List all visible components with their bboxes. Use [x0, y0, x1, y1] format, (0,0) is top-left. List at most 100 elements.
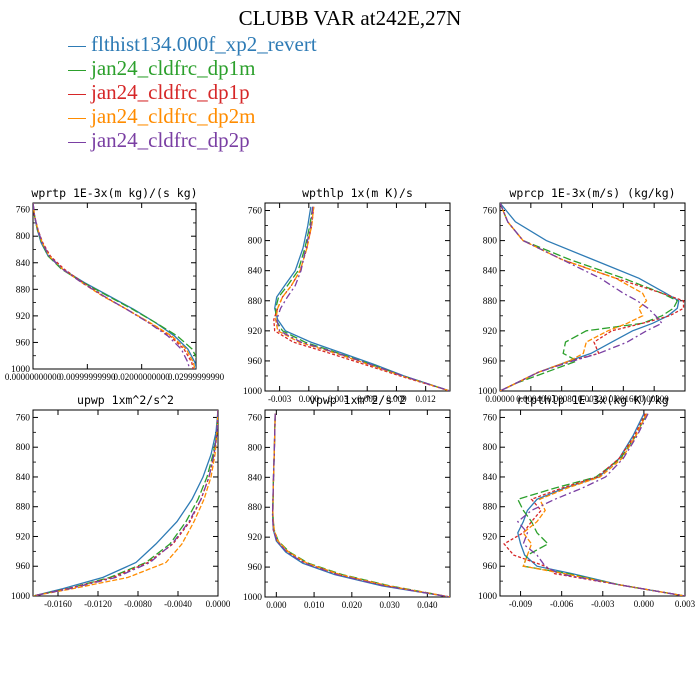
xtick-label: 0.00000000000	[5, 372, 62, 382]
series-line-3	[500, 203, 648, 391]
xtick-label: 0.000	[299, 394, 320, 404]
ytick-label: 920	[483, 532, 498, 542]
series-line-4	[33, 203, 191, 369]
series-line-2	[271, 413, 450, 597]
series-line-4	[33, 410, 218, 596]
ytick-label: 1000	[243, 387, 262, 397]
xtick-label: 0.012	[416, 394, 436, 404]
legend-swatch	[68, 69, 86, 71]
series-line-0	[500, 203, 680, 391]
xtick-label: -0.009	[509, 599, 533, 609]
legend-item-1: jan24_cldfrc_dp1m	[68, 56, 255, 81]
xtick-label: 0.040	[417, 600, 438, 610]
chart-title: CLUBB VAR at242E,27N	[238, 6, 462, 30]
panel-3: upwp 1xm^2/s^2 760 800 840 880 920 960 1000 -0.0…	[11, 393, 231, 609]
series-line-2	[503, 413, 685, 596]
xtick-label: 0.000	[266, 600, 287, 610]
ytick-label: 960	[16, 338, 31, 348]
ytick-label: 880	[16, 285, 31, 295]
series-line-0	[33, 203, 196, 369]
xtick-label: -0.0120	[84, 599, 112, 609]
series-line-0	[271, 413, 450, 597]
legend-swatch	[68, 45, 86, 47]
ytick-label: 1000	[11, 365, 30, 375]
ytick-label: 920	[248, 533, 263, 543]
ytick-label: 880	[16, 503, 31, 513]
series-line-0	[33, 410, 218, 596]
series-line-3	[522, 413, 685, 596]
legend-item-3: jan24_cldfrc_dp2m	[68, 104, 255, 129]
panel-frame	[499, 409, 686, 597]
ytick-label: 800	[248, 443, 263, 453]
ytick-label: 760	[248, 413, 263, 423]
ytick-label: 800	[248, 237, 263, 247]
series-line-1	[272, 413, 450, 597]
ytick-label: 840	[16, 473, 31, 483]
ytick-label: 920	[16, 312, 31, 322]
legend-label: jan24_cldfrc_dp1m	[91, 56, 256, 80]
legend-label: jan24_cldfrc_dp1p	[91, 80, 250, 104]
xtick-label: -0.003	[268, 394, 292, 404]
ytick-label: 760	[483, 207, 498, 217]
xtick-label: 0.00999999990	[59, 372, 116, 382]
series-line-2	[273, 206, 450, 391]
ytick-label: 920	[483, 327, 498, 337]
legend-swatch	[68, 141, 86, 143]
xtick-label: -0.0160	[44, 599, 72, 609]
series-line-4	[271, 413, 450, 597]
xtick-label: 0.003	[328, 394, 349, 404]
xtick-label: 0.00000	[485, 394, 515, 404]
xtick-label: -0.006	[550, 599, 574, 609]
panel-title: wprcp 1E-3x(m/s) (kg/kg)	[509, 186, 675, 200]
xtick-label: -0.0040	[164, 599, 192, 609]
ytick-label: 800	[16, 232, 31, 242]
legend-item-4: jan24_cldfrc_dp2p	[68, 128, 250, 153]
ytick-label: 920	[16, 532, 31, 542]
ytick-label: 960	[248, 563, 263, 573]
xtick-label: 0.009	[386, 394, 407, 404]
panel-title: wpthlp 1x(m K)/s	[302, 186, 413, 200]
panel-4: vpwp 1xm^2/s^2 760 800 840 880 920 960 1000 0.00…	[243, 393, 451, 610]
legend-item-2: jan24_cldfrc_dp1p	[68, 80, 250, 105]
ytick-label: 880	[248, 297, 263, 307]
panel-frame	[32, 202, 197, 370]
series-line-2	[33, 410, 218, 596]
ytick-label: 1000	[243, 593, 262, 603]
ytick-label: 960	[483, 357, 498, 367]
legend-label: jan24_cldfrc_dp2p	[91, 128, 250, 152]
panel-title: wprtp 1E-3x(m kg)/(s kg)	[31, 186, 197, 200]
panel-title: vpwp 1xm^2/s^2	[309, 393, 406, 407]
panel-title: rtpthlp 1E-3x(kg K)/kg	[516, 393, 668, 407]
series-line-3	[33, 203, 196, 369]
xtick-label: 0.00120	[578, 394, 608, 404]
panel-0: wprtp 1E-3x(m kg)/(s kg)760 800 840 880 920 9…	[5, 186, 225, 382]
legend-item-0: flthist134.000f_xp2_revert	[68, 32, 317, 57]
xtick-label: 0.020	[342, 600, 363, 610]
panel-title: upwp 1xm^2/s^2	[77, 393, 174, 407]
series-line-2	[500, 203, 685, 391]
panel-1: wpthlp 1x(m K)/s 760 800 840 880 920 960 1000 -0…	[243, 186, 451, 404]
xtick-label: 0.00200	[640, 394, 670, 404]
ytick-label: 800	[483, 443, 498, 453]
ytick-label: 960	[483, 562, 498, 572]
panel-2: wprcp 1E-3x(m/s) (kg/kg) 760 800 840 880 920 9…	[478, 186, 686, 404]
ytick-label: 1000	[11, 592, 30, 602]
panel-frame	[264, 202, 451, 392]
xtick-label: -0.0080	[124, 599, 152, 609]
panel-frame	[499, 202, 686, 392]
ytick-label: 840	[16, 259, 31, 269]
series-line-4	[500, 203, 663, 391]
ytick-label: 920	[248, 327, 263, 337]
ytick-label: 800	[16, 443, 31, 453]
xtick-label: 0.02999999990	[168, 372, 225, 382]
series-line-4	[516, 413, 685, 596]
series-line-3	[33, 410, 218, 596]
ytick-label: 840	[248, 473, 263, 483]
xtick-label: 0.006	[357, 394, 378, 404]
xtick-label: 0.02000000000	[114, 372, 171, 382]
xtick-label: 0.00080	[547, 394, 577, 404]
series-line-1	[33, 410, 218, 596]
panel-5: rtpthlp 1E-3x(kg K)/kg 760 800 840 880 920 960…	[478, 393, 696, 609]
xtick-label: 0.000	[634, 599, 655, 609]
